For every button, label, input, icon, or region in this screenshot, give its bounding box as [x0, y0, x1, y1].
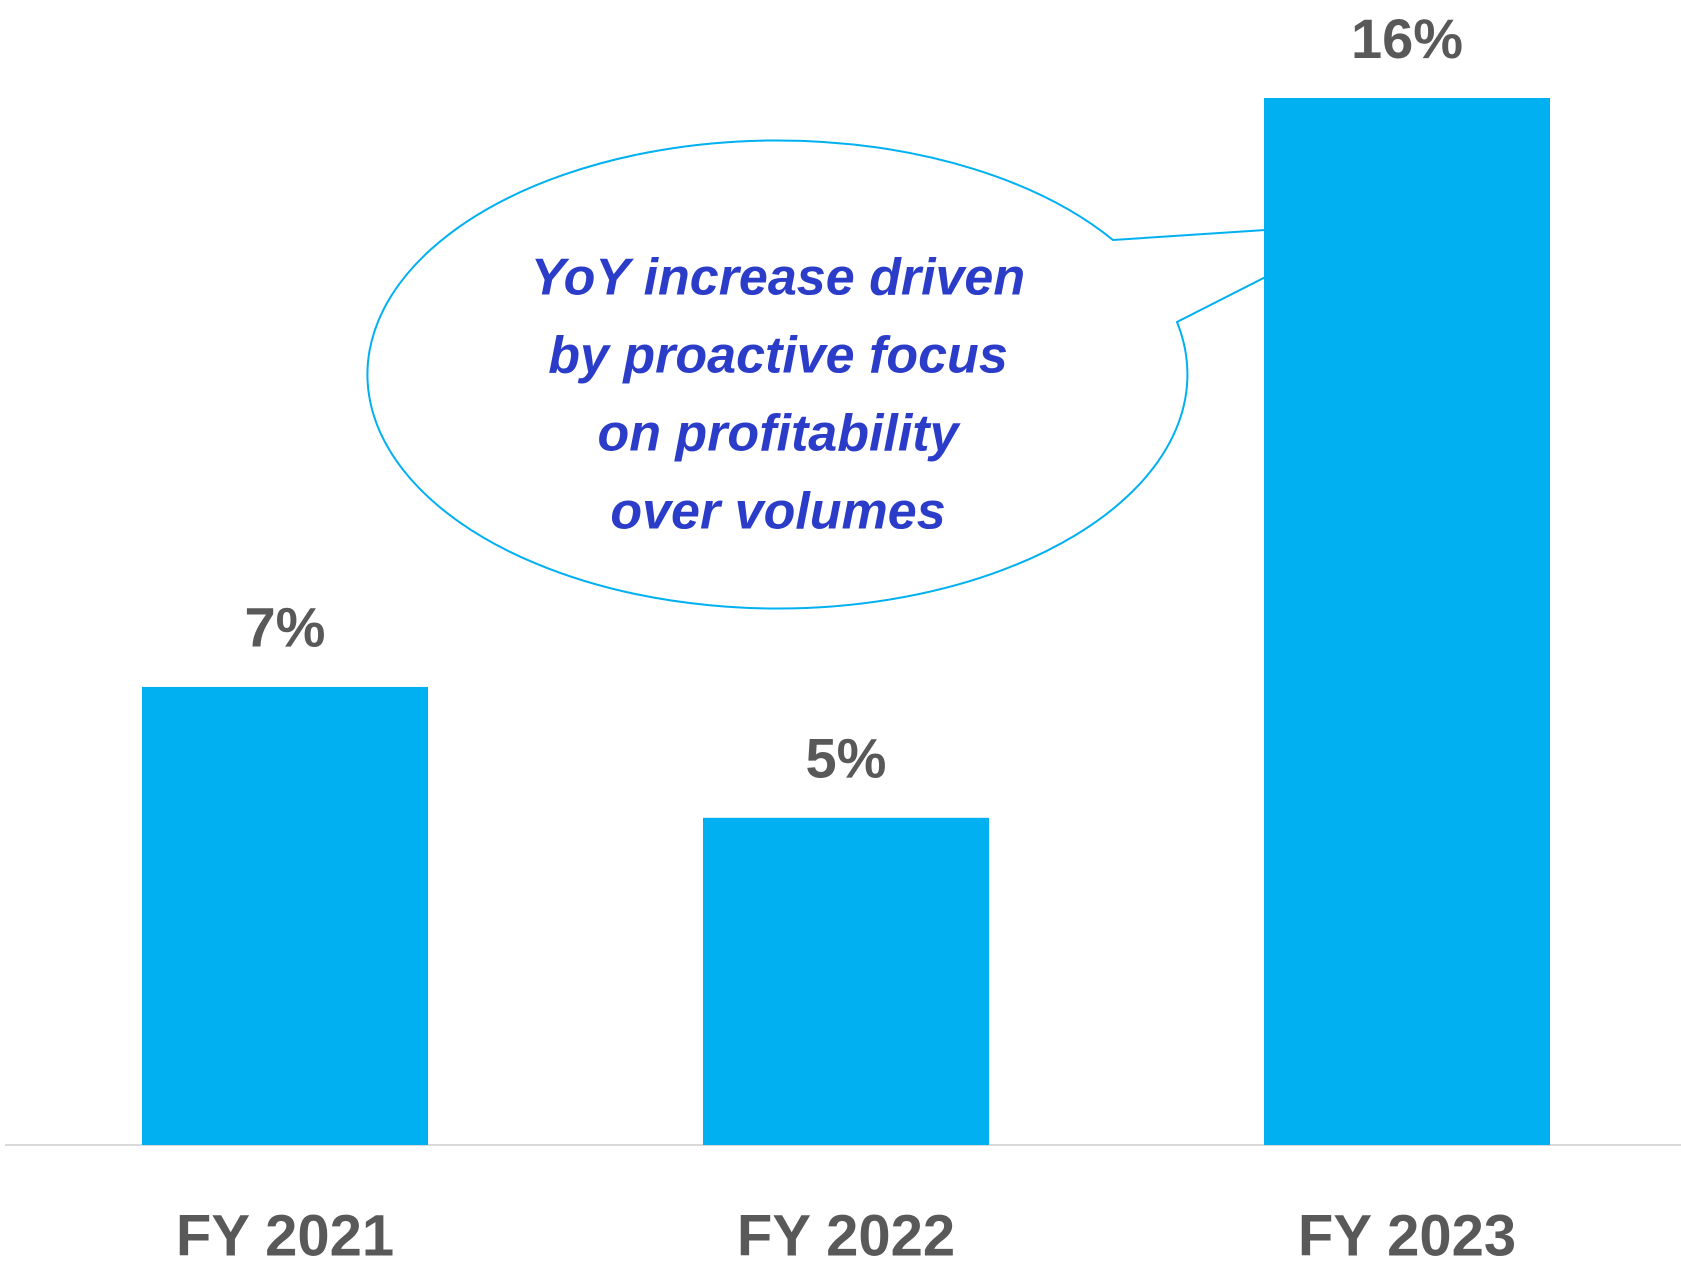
- value-label: 5%: [806, 727, 887, 790]
- callout: [366, 139, 1373, 610]
- x-tick-label: FY 2021: [176, 1203, 394, 1268]
- bar: [142, 686, 428, 1145]
- x-tick-label: FY 2023: [1298, 1203, 1516, 1268]
- annotation-text: YoY increase driven: [531, 249, 1025, 307]
- annotation-text: by proactive focus: [548, 327, 1007, 385]
- bar: [1264, 98, 1550, 1145]
- value-label: 16%: [1351, 7, 1463, 70]
- x-tick-label: FY 2022: [737, 1203, 955, 1268]
- annotation-text: on profitability: [597, 405, 961, 463]
- bar: [703, 817, 989, 1145]
- annotation-text: over volumes: [610, 483, 945, 541]
- value-label: 7%: [245, 596, 326, 659]
